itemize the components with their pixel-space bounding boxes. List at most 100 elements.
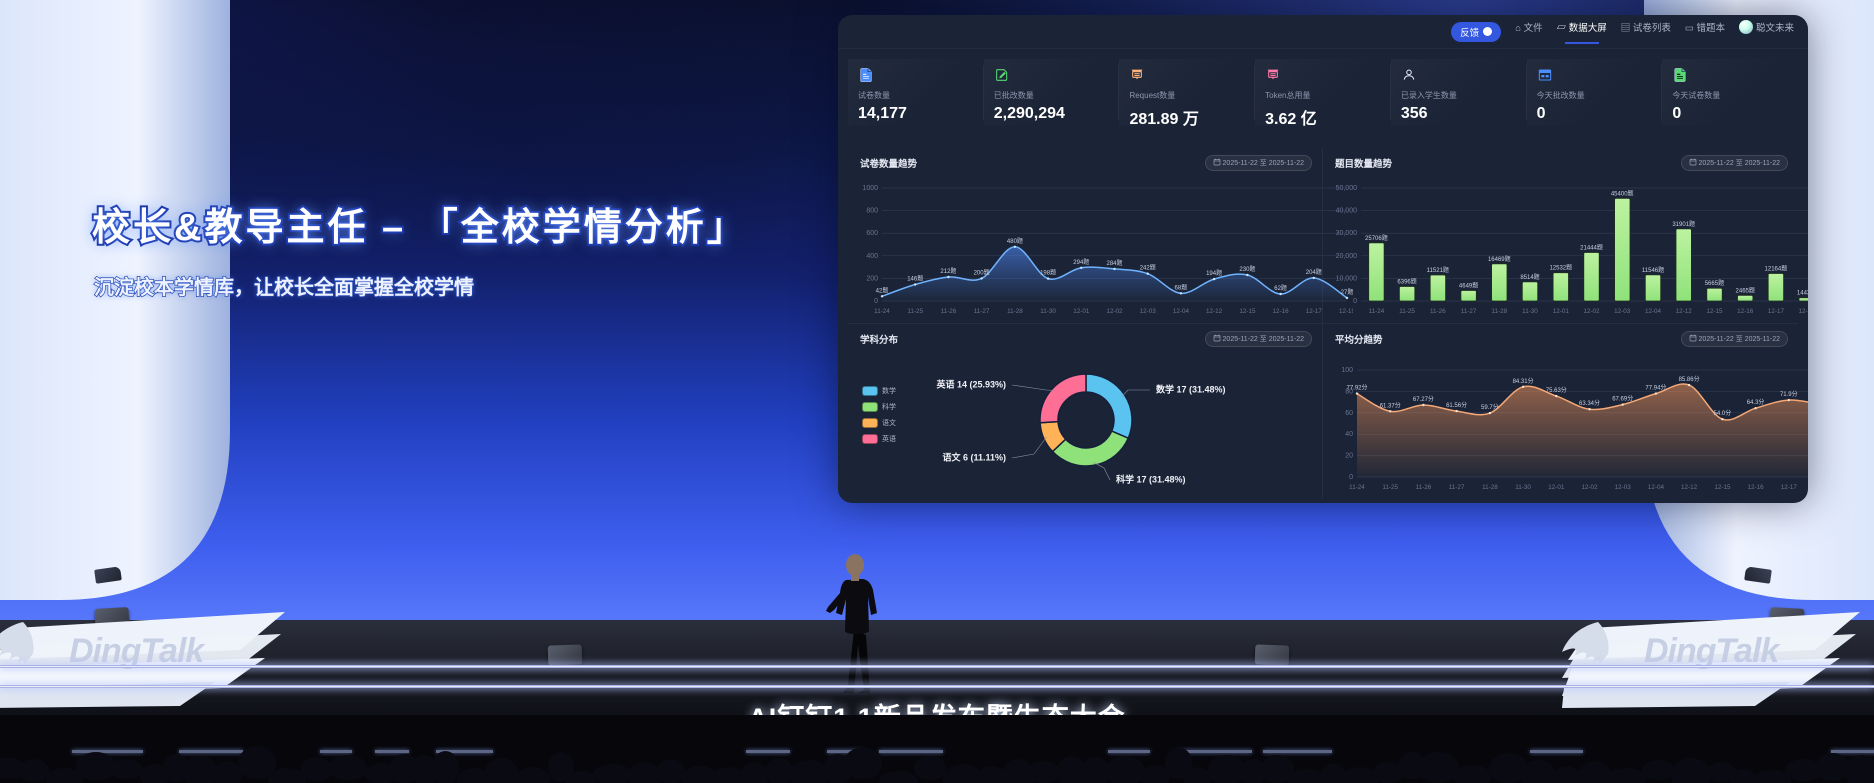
svg-text:6396题: 6396题 [1397, 279, 1416, 286]
svg-text:11-30: 11-30 [1515, 484, 1531, 491]
svg-text:77.92分: 77.92分 [1346, 384, 1367, 392]
svg-text:12-03: 12-03 [1140, 308, 1157, 315]
svg-text:1000: 1000 [862, 185, 878, 192]
svg-text:12-01: 12-01 [1548, 484, 1565, 491]
svg-text:12164题: 12164题 [1765, 266, 1788, 273]
svg-text:11-24: 11-24 [1369, 308, 1385, 315]
svg-text:230题: 230题 [1239, 266, 1255, 273]
svg-text:12-17: 12-17 [1768, 308, 1785, 315]
svg-text:12-04: 12-04 [1173, 308, 1190, 315]
svg-text:11-28: 11-28 [1007, 308, 1023, 315]
svg-text:11-27: 11-27 [974, 308, 990, 315]
svg-text:12-01: 12-01 [1073, 308, 1090, 315]
svg-text:63.34分: 63.34分 [1579, 399, 1600, 407]
svg-text:0: 0 [1353, 298, 1357, 305]
svg-text:71.9分: 71.9分 [1780, 390, 1798, 398]
svg-text:4649题: 4649题 [1459, 283, 1478, 290]
svg-text:61.56分: 61.56分 [1446, 401, 1467, 409]
svg-text:400: 400 [866, 253, 878, 260]
svg-text:12-03: 12-03 [1614, 308, 1631, 315]
svg-text:40: 40 [1345, 431, 1353, 438]
svg-text:54.0分: 54.0分 [1714, 409, 1732, 417]
svg-text:11-26: 11-26 [1416, 484, 1432, 491]
svg-text:科学 17 (31.48%): 科学 17 (31.48%) [1116, 474, 1186, 485]
svg-text:11-24: 11-24 [874, 308, 890, 315]
svg-text:8514题: 8514题 [1520, 274, 1539, 281]
svg-text:77.94分: 77.94分 [1645, 384, 1666, 392]
svg-text:100: 100 [1341, 367, 1353, 374]
svg-text:12-04: 12-04 [1648, 484, 1665, 491]
svg-text:50,000: 50,000 [1336, 185, 1358, 192]
svg-text:12-16: 12-16 [1737, 308, 1754, 315]
svg-text:10,000: 10,000 [1336, 275, 1358, 282]
svg-text:11-30: 11-30 [1522, 308, 1538, 315]
svg-text:75.63分: 75.63分 [1546, 386, 1567, 394]
svg-text:12-15: 12-15 [1706, 308, 1723, 315]
svg-text:2465题: 2465题 [1736, 287, 1755, 294]
svg-text:242题: 242题 [1140, 265, 1156, 272]
svg-text:12-15: 12-15 [1239, 308, 1256, 315]
svg-text:61.37分: 61.37分 [1380, 401, 1401, 409]
svg-text:67.69分: 67.69分 [1612, 395, 1633, 403]
svg-text:12-04: 12-04 [1645, 308, 1662, 315]
svg-text:12-17: 12-17 [1306, 308, 1323, 315]
svg-text:11546题: 11546题 [1642, 267, 1664, 274]
svg-text:30,000: 30,000 [1336, 230, 1358, 237]
svg-text:11521题: 11521题 [1427, 267, 1449, 274]
svg-text:31901题: 31901题 [1672, 221, 1695, 228]
svg-text:11-27: 11-27 [1461, 308, 1477, 315]
svg-text:62题: 62题 [1274, 285, 1287, 292]
svg-text:25706题: 25706题 [1365, 235, 1388, 242]
svg-text:294题: 294题 [1073, 259, 1089, 266]
svg-text:68题: 68题 [1175, 284, 1188, 291]
svg-text:600: 600 [866, 230, 878, 237]
svg-text:12-03: 12-03 [1615, 484, 1632, 491]
svg-text:12-16: 12-16 [1273, 308, 1290, 315]
svg-text:204题: 204题 [1306, 269, 1322, 276]
svg-text:21444题: 21444题 [1580, 245, 1603, 252]
svg-text:12-12: 12-12 [1681, 484, 1698, 491]
svg-text:0: 0 [1349, 474, 1353, 481]
svg-text:12-15: 12-15 [1714, 484, 1731, 491]
svg-text:11-27: 11-27 [1449, 484, 1465, 491]
svg-text:212题: 212题 [940, 268, 956, 275]
svg-text:1443题: 1443题 [1797, 290, 1808, 297]
svg-text:16469题: 16469题 [1488, 256, 1511, 263]
svg-text:800: 800 [866, 208, 878, 215]
svg-text:12-12: 12-12 [1206, 308, 1223, 315]
svg-text:84.31分: 84.31分 [1513, 377, 1534, 385]
svg-text:12-02: 12-02 [1583, 308, 1600, 315]
svg-text:60: 60 [1345, 410, 1353, 417]
svg-text:11-25: 11-25 [1382, 484, 1398, 491]
svg-text:198题: 198题 [1040, 270, 1056, 277]
svg-text:11-26: 11-26 [1430, 308, 1446, 315]
svg-text:146题: 146题 [907, 276, 923, 283]
svg-text:194题: 194题 [1206, 270, 1222, 277]
svg-text:12-01: 12-01 [1553, 308, 1570, 315]
svg-text:59.7分: 59.7分 [1481, 403, 1499, 411]
svg-text:67.27分: 67.27分 [1413, 395, 1434, 403]
svg-text:12532题: 12532题 [1549, 265, 1572, 272]
svg-text:12-12: 12-12 [1676, 308, 1693, 315]
svg-text:40,000: 40,000 [1336, 208, 1358, 215]
svg-text:11-28: 11-28 [1482, 484, 1498, 491]
svg-text:11-30: 11-30 [1040, 308, 1056, 315]
svg-text:20,000: 20,000 [1336, 253, 1358, 260]
svg-text:11-28: 11-28 [1491, 308, 1507, 315]
svg-text:11-24: 11-24 [1349, 484, 1365, 491]
svg-text:64.3分: 64.3分 [1747, 398, 1765, 406]
svg-text:12-02: 12-02 [1581, 484, 1598, 491]
svg-text:11-25: 11-25 [1399, 308, 1415, 315]
svg-text:英语 14 (25.93%): 英语 14 (25.93%) [935, 379, 1006, 390]
svg-text:284题: 284题 [1106, 260, 1122, 267]
svg-text:12-19: 12-19 [1799, 308, 1808, 315]
svg-text:5665题: 5665题 [1705, 280, 1724, 287]
svg-text:语文 6 (11.11%): 语文 6 (11.11%) [942, 452, 1006, 463]
svg-text:11-25: 11-25 [907, 308, 923, 315]
svg-text:200题: 200题 [974, 269, 990, 276]
svg-text:0: 0 [874, 298, 878, 305]
svg-text:85.86分: 85.86分 [1679, 375, 1700, 383]
svg-text:480题: 480题 [1007, 238, 1023, 245]
svg-text:42题: 42题 [876, 287, 889, 294]
svg-text:数学 17 (31.48%): 数学 17 (31.48%) [1156, 384, 1226, 395]
